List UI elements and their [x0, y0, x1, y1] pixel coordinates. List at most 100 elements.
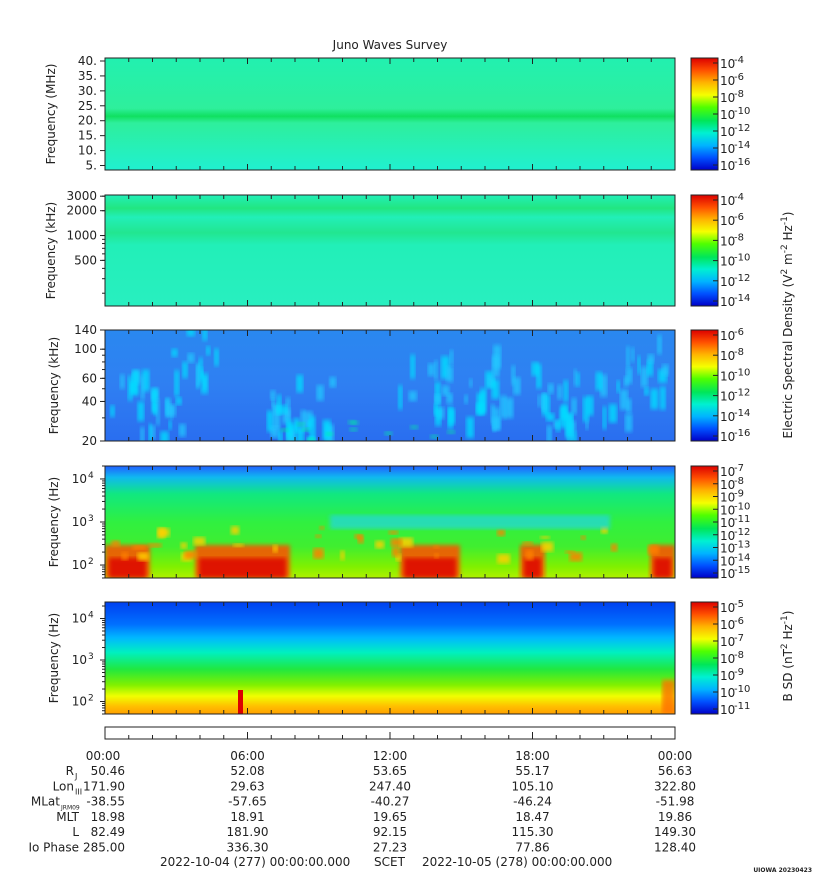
emission-patch	[626, 346, 630, 369]
ephemeris-row: MLT 18.98 18.91 19.65 18.47 19.86	[56, 810, 692, 824]
emission-patch	[172, 443, 176, 466]
intense-band-core	[199, 558, 286, 578]
emission-patch	[266, 410, 274, 432]
ephemeris-value: 19.65	[373, 810, 407, 824]
emission-patch	[447, 430, 456, 435]
y-axis-label: Frequency (kHz)	[47, 337, 61, 434]
panel-2-spectrogram	[105, 195, 675, 306]
emission-patch	[148, 543, 162, 548]
emission-patch	[200, 373, 209, 394]
colorbar-tick-label: 10	[720, 529, 735, 543]
emission-patch	[571, 398, 577, 415]
emission-patch	[110, 405, 115, 418]
scet-label: SCET	[374, 855, 406, 869]
emission-patch	[408, 390, 417, 402]
emission-patch	[440, 356, 450, 379]
emission-patch	[480, 388, 487, 414]
emission-patch	[441, 385, 450, 396]
emission-patch	[316, 385, 324, 401]
panel-1-spectrogram	[105, 58, 675, 170]
emission-patch	[296, 374, 304, 393]
time-tick-label: 18:00	[515, 749, 550, 763]
colorbar-tick-label: 10	[720, 542, 735, 556]
emission-patch	[300, 410, 306, 432]
colorbar-tick-label: 10	[720, 430, 735, 444]
ephemeris-value: 285.00	[83, 841, 125, 855]
emission-patch	[647, 544, 660, 555]
colorbar-tick-label: 10	[720, 349, 735, 363]
y-tick-label: 500	[74, 253, 97, 267]
colorbar-tick-label: 10	[720, 295, 735, 309]
colorbar-tick-exponent: -12	[734, 527, 750, 538]
emission-patch	[202, 330, 208, 341]
colorbar-tick-label: 10	[720, 554, 735, 568]
colorbar-tick-exponent: -4	[734, 192, 744, 203]
colorbar-tick-exponent: -6	[734, 327, 744, 338]
colorbar-tick-exponent: -5	[734, 599, 744, 610]
emission-patch	[427, 363, 435, 377]
colorbar-tick-label: 10	[720, 601, 735, 615]
colorbar-tick-exponent: -10	[734, 501, 750, 512]
emission-patch	[214, 348, 219, 367]
emission-patch	[119, 374, 125, 389]
emission-patch	[525, 550, 534, 561]
emission-patch	[388, 530, 398, 535]
ephemeris-value: 19.86	[658, 810, 692, 824]
ephemeris-value: 53.65	[373, 764, 407, 778]
emission-patch	[466, 416, 474, 439]
y-tick-label: 10	[72, 612, 87, 626]
ephemeris-value: 115.30	[512, 825, 554, 839]
emission-patch	[193, 537, 206, 546]
emission-patch	[392, 546, 400, 557]
ephemeris-value: 52.08	[230, 764, 264, 778]
y-tick-exponent: 4	[88, 471, 94, 481]
emission-patch	[446, 366, 454, 383]
emission-patch	[278, 430, 283, 441]
y-tick-label: 140	[74, 323, 97, 337]
emission-patch	[230, 526, 240, 535]
emission-patch	[576, 372, 581, 387]
emission-patch	[646, 360, 654, 377]
panel-4-spectrogram	[105, 466, 675, 578]
colorbar-tick-exponent: -15	[734, 565, 750, 576]
y-tick-label: 10	[72, 515, 87, 529]
emission-patch	[198, 357, 203, 383]
panel-5-background	[105, 602, 675, 714]
emission-patch	[148, 423, 152, 441]
y-tick-label: 30.	[78, 84, 97, 98]
colorbar-tick-exponent: -14	[734, 293, 750, 304]
emission-patch	[357, 535, 364, 544]
watermark: UIOWA 20230423	[753, 867, 812, 874]
panel-3-spectrogram	[105, 330, 675, 466]
emission-patch	[490, 404, 495, 425]
emission-patch	[531, 362, 539, 376]
y-tick-label: 15.	[78, 129, 97, 143]
ephemeris-table: R J 50.46 52.08 53.65 55.17 56.63 Lon III 171.90 2…	[28, 764, 696, 855]
emission-patch	[647, 354, 655, 364]
ephemeris-value: 181.90	[227, 825, 269, 839]
emission-patch	[650, 388, 659, 410]
time-tick-label: 12:00	[373, 749, 408, 763]
time-axis: 00:00 06:00 12:00 18:00 00:00	[86, 726, 692, 763]
emission-patch	[140, 375, 145, 400]
colorbar-tick-exponent: -14	[734, 552, 750, 563]
emission-patch	[325, 431, 334, 436]
start-date: 2022-10-04 (277) 00:00:00.000	[160, 855, 350, 869]
colorbar-tick-label: 10	[720, 108, 735, 122]
emission-patch	[313, 548, 324, 559]
y-axis-label: Frequency (Hz)	[47, 477, 61, 568]
emission-patch	[289, 450, 292, 465]
y-axis-label: Frequency (kHz)	[44, 202, 58, 299]
panel-5-spectrogram	[105, 602, 675, 714]
ephemeris-label: Lon	[53, 779, 74, 793]
emission-patch	[399, 537, 414, 548]
ephemeris-value: 105.10	[512, 779, 554, 793]
colorbar-tick-exponent: -11	[734, 701, 750, 712]
emission-patch	[307, 437, 316, 441]
colorbar-tick-label: 10	[720, 703, 735, 717]
emission-patch	[375, 540, 385, 549]
emission-patch	[602, 406, 607, 430]
colorbars: 10-410-610-810-1010-1210-1410-1610-410-6…	[690, 55, 750, 717]
